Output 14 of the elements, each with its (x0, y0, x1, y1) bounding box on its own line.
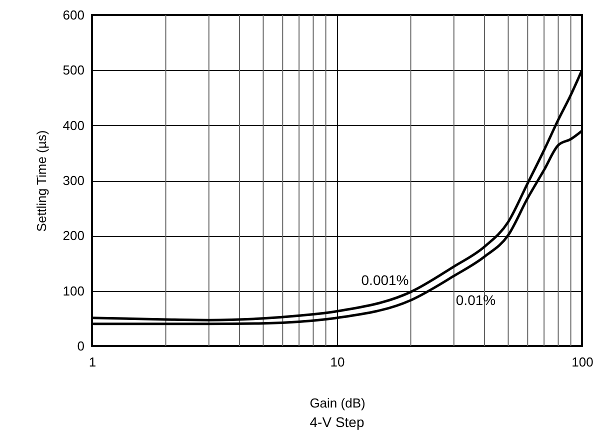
x-axis-title: Gain (dB) (310, 396, 366, 410)
x-tick-label: 10 (330, 354, 345, 370)
y-tick-label: 300 (62, 173, 84, 188)
y-tick-label: 400 (62, 118, 84, 133)
y-axis-title: Settling Time (µs) (34, 130, 49, 232)
y-tick-label: 100 (62, 283, 84, 298)
x-tick-label: 1 (88, 354, 96, 370)
y-tick-label: 200 (62, 228, 84, 244)
y-tick-label: 600 (62, 8, 84, 22)
x-tick-label: 100 (572, 354, 594, 370)
text: 4-V Step (310, 414, 364, 430)
y-tick-label: 0 (77, 338, 84, 354)
series-label: 0.001% (361, 272, 409, 288)
y-tick-label: 500 (62, 62, 84, 78)
